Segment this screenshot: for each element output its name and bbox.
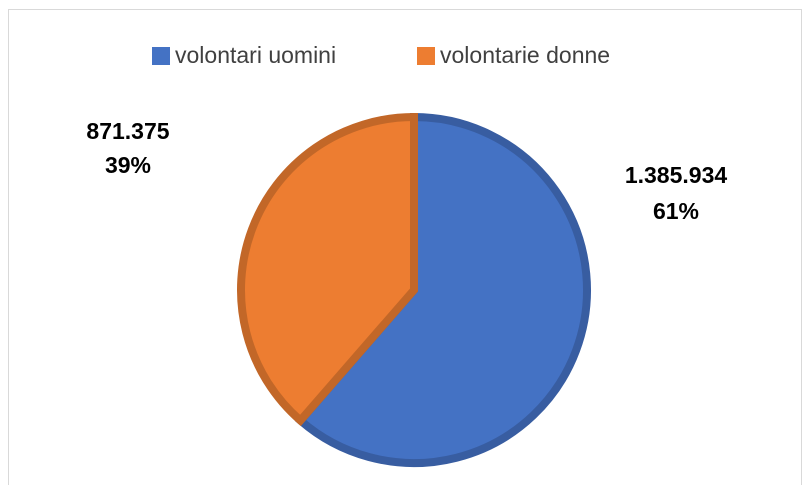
pie-slice — [237, 112, 418, 427]
percent-label: 61% — [653, 198, 699, 224]
legend-label: volontari uomini — [175, 42, 336, 68]
pie-slice — [294, 112, 591, 467]
legend-swatch — [417, 47, 435, 65]
value-label: 1.385.934 — [625, 162, 728, 188]
value-label: 871.375 — [86, 118, 169, 144]
legend-swatch — [152, 47, 170, 65]
legend-label: volontarie donne — [440, 42, 610, 68]
percent-label: 39% — [105, 152, 151, 178]
